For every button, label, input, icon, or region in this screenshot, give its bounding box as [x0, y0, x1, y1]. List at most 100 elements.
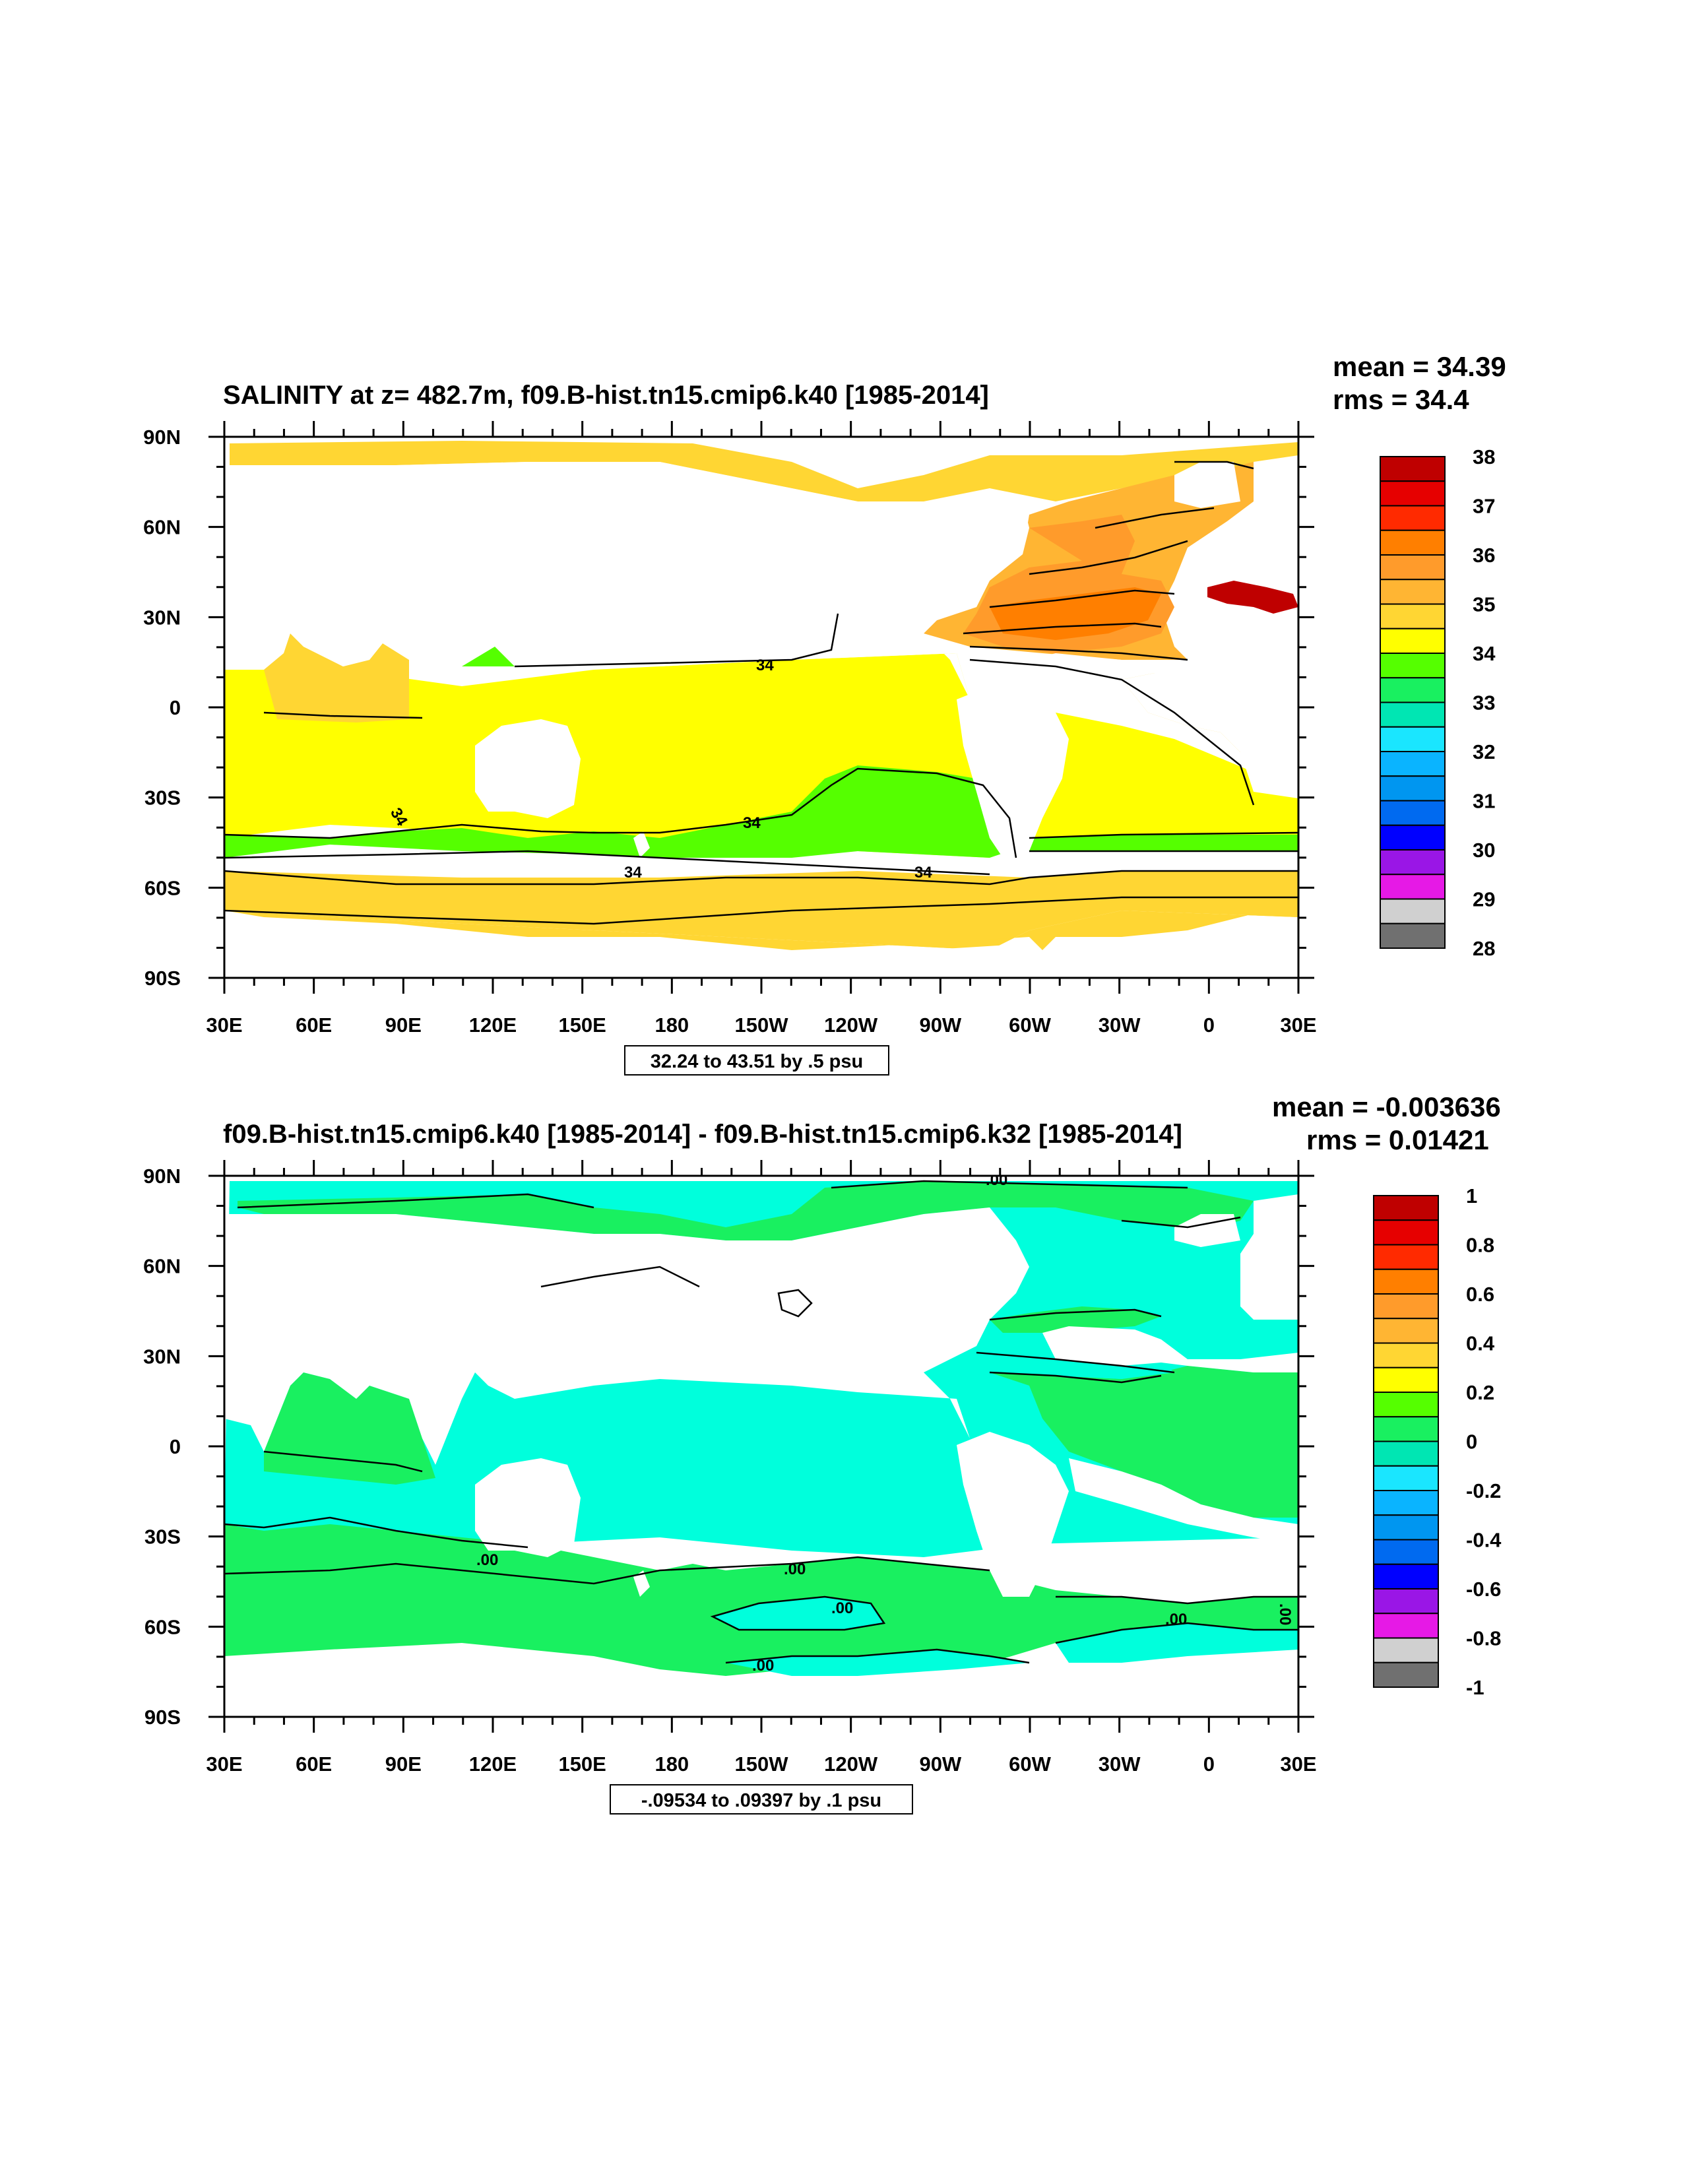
y-tick-label: 90S	[144, 967, 181, 990]
colorbar-label: -1	[1466, 1676, 1484, 1699]
x-tick-label: 150W	[735, 1013, 789, 1037]
y-tick-label: 90N	[143, 1165, 181, 1188]
colorbar-box	[1373, 1637, 1439, 1663]
field-positive-natl	[990, 1306, 1161, 1333]
field-negative-satl	[1056, 1623, 1298, 1663]
panel-2-range-text: -.09534 to .09397 by .1 psu	[641, 1790, 881, 1811]
colorbar-label: 30	[1473, 839, 1495, 862]
y-tick-label: 60S	[144, 1615, 181, 1638]
x-tick-label: 30E	[1280, 1013, 1316, 1037]
colorbar-label: -0.4	[1466, 1529, 1502, 1552]
y-tick-label: 0	[170, 696, 181, 719]
x-tick-label: 90W	[919, 1013, 961, 1037]
panel-2-y-tick-labels: 90N 60N 30N 0 30S 60S 90S	[143, 1165, 181, 1729]
colorbar-box	[1380, 849, 1446, 876]
x-tick-label: 30E	[1280, 1752, 1316, 1776]
x-tick-label: 30W	[1099, 1752, 1141, 1776]
colorbar-label: -0.8	[1466, 1627, 1501, 1650]
field-antarctic-band	[224, 911, 1298, 950]
colorbar-label: 38	[1473, 445, 1495, 468]
colorbar-label: 31	[1473, 790, 1495, 813]
x-tick-label: 150E	[558, 1752, 606, 1776]
colorbar-box	[1380, 505, 1446, 531]
difference-panel: f09.B-hist.tn15.cmip6.k40 [1985-2014] - …	[143, 1091, 1502, 1815]
field-arctic-band	[230, 441, 1298, 501]
field-southern-ocean-green	[224, 765, 1009, 858]
x-tick-label: 60E	[296, 1752, 332, 1776]
panel-2-rms: rms = 0.01421	[1306, 1124, 1489, 1155]
panel-2-colorbar: 1 0.8 0.6 0.4 0.2 0 -0.2 -0.4 -0.6 -0.8 -1	[1373, 1184, 1502, 1699]
colorbar-box	[1373, 1392, 1439, 1418]
colorbar-box	[1373, 1195, 1439, 1221]
land	[224, 1194, 1298, 1717]
colorbar-label: 32	[1473, 740, 1495, 763]
panel-1-x-tick-labels: 30E 60E 90E 120E 150E 180 150W 120W 90W 60W 30W 0 30…	[206, 1013, 1316, 1037]
x-tick-label: 30E	[206, 1013, 242, 1037]
colorbar-label: 35	[1473, 593, 1495, 616]
y-tick-label: 30N	[143, 1345, 181, 1368]
field-positive-natl-2	[990, 1366, 1298, 1518]
field-natl-365-37	[990, 587, 1161, 640]
y-tick-label: 30S	[144, 787, 181, 810]
panel-1-mean: mean = 34.39	[1333, 351, 1506, 382]
contour-label-3: 34	[743, 814, 761, 832]
colorbar-box	[1380, 653, 1446, 679]
contour-label-d3: .00	[784, 1560, 806, 1578]
panel-1-range-box	[624, 1045, 889, 1076]
colorbar-label: 29	[1473, 888, 1495, 911]
field-negative-natl-band	[976, 1353, 1174, 1379]
colorbar-box	[1373, 1244, 1439, 1270]
x-tick-label: 90W	[919, 1752, 961, 1776]
x-tick-label: 30W	[1099, 1013, 1141, 1037]
colorbar-box	[1373, 1219, 1439, 1246]
land	[224, 455, 1298, 978]
x-tick-label: 60E	[296, 1013, 332, 1037]
colorbar-box	[1380, 603, 1446, 629]
colorbar-box	[1373, 1293, 1439, 1320]
y-tick-label: 0	[170, 1435, 181, 1458]
colorbar-box	[1380, 480, 1446, 507]
panel-2-ticks	[208, 1160, 1314, 1733]
x-tick-label: 90E	[385, 1013, 422, 1037]
colorbar-box	[1373, 1440, 1439, 1467]
panel-2-contours	[224, 1180, 1298, 1664]
colorbar-label: -0.2	[1466, 1479, 1501, 1502]
panel-1-ticks	[208, 421, 1314, 994]
colorbar-box	[1373, 1539, 1439, 1565]
y-tick-label: 60N	[143, 516, 181, 539]
panel-1-rms: rms = 34.4	[1333, 384, 1469, 415]
colorbar-box	[1380, 775, 1446, 802]
colorbar-box	[1380, 898, 1446, 924]
salinity-panel: SALINITY at z= 482.7m, f09.B-hist.tn15.c…	[143, 351, 1506, 1076]
x-tick-label: 0	[1203, 1752, 1215, 1776]
colorbar-label: 0.2	[1466, 1381, 1494, 1404]
colorbar-box	[1373, 1465, 1439, 1491]
colorbar-box	[1380, 874, 1446, 900]
colorbar-box	[1380, 726, 1446, 752]
x-tick-label: 90E	[385, 1752, 422, 1776]
colorbar-label: 0	[1466, 1430, 1477, 1454]
colorbar-label: 33	[1473, 691, 1495, 715]
panel-2-title: f09.B-hist.tn15.cmip6.k40 [1985-2014] - …	[223, 1120, 1182, 1149]
colorbar-box	[1380, 627, 1446, 654]
x-tick-label: 30E	[206, 1752, 242, 1776]
panel-2-range-box	[610, 1784, 913, 1815]
panel-1-title: SALINITY at z= 482.7m, f09.B-hist.tn15.c…	[223, 381, 989, 410]
panel-1-colorbar: 38 37 36 35 34 33 32 31 30 29 28	[1380, 445, 1496, 960]
field-positive-south	[224, 1524, 1298, 1676]
colorbar-box	[1373, 1268, 1439, 1295]
y-tick-label: 60N	[143, 1255, 181, 1278]
colorbar-label: 34	[1473, 642, 1496, 665]
y-tick-label: 90S	[144, 1706, 181, 1729]
colorbar-box	[1380, 677, 1446, 703]
colorbar-label: 0.4	[1466, 1332, 1495, 1355]
x-tick-label: 120E	[469, 1013, 517, 1037]
x-tick-label: 150W	[735, 1752, 789, 1776]
colorbar-box	[1380, 824, 1446, 851]
colorbar-box	[1373, 1563, 1439, 1590]
colorbar-box	[1380, 579, 1446, 605]
colorbar-label: 0.8	[1466, 1234, 1494, 1257]
panel-2-x-tick-labels: 30E 60E 90E 120E 150E 180 150W 120W 90W 60W 30W 0 30…	[206, 1752, 1316, 1776]
colorbar-box	[1380, 529, 1446, 556]
